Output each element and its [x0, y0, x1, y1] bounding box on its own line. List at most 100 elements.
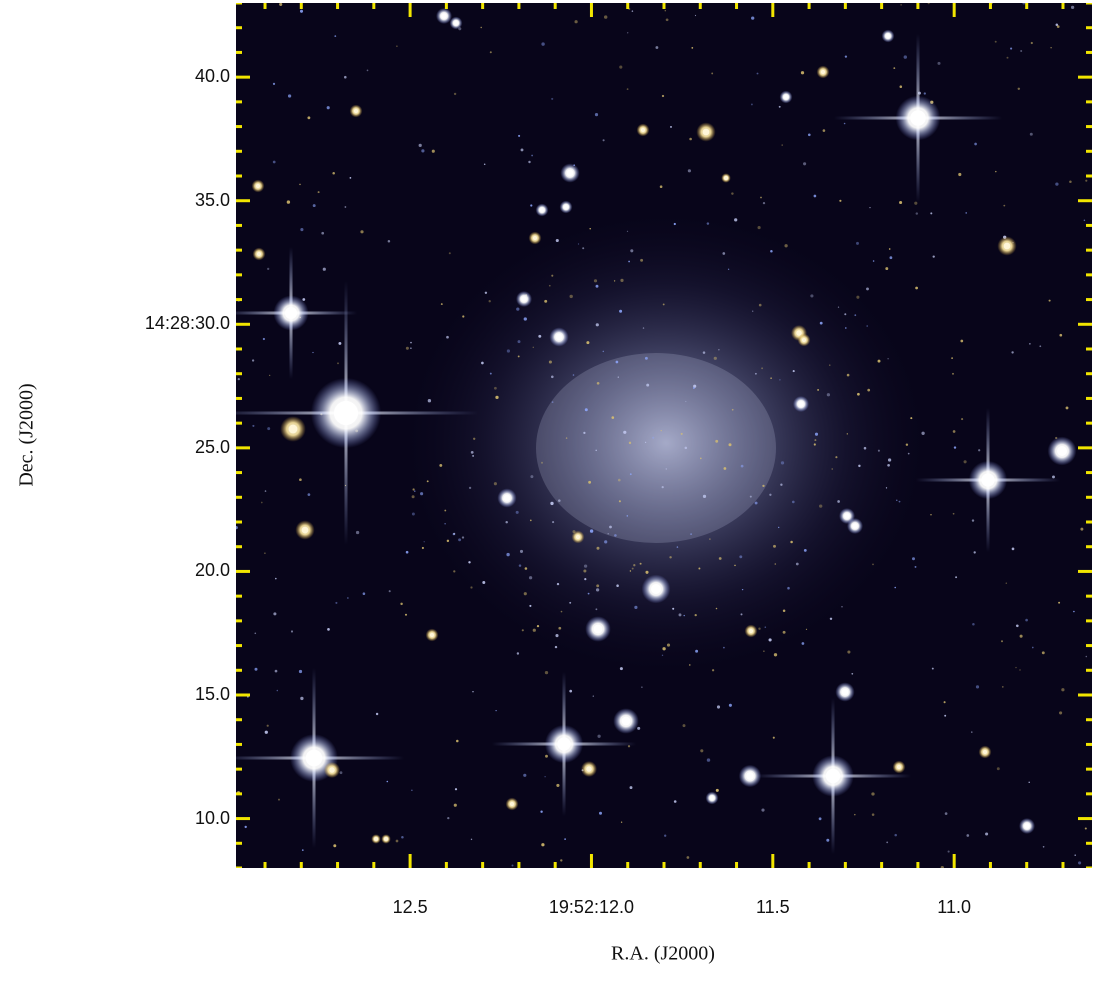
field-star: [267, 427, 270, 430]
field-star: [458, 538, 461, 541]
field-star: [640, 259, 643, 262]
field-star: [915, 566, 917, 568]
field-star: [1007, 57, 1009, 59]
field-star: [1085, 827, 1087, 829]
field-star: [396, 840, 399, 843]
field-star: [1020, 50, 1022, 52]
field-star: [597, 735, 600, 738]
field-star: [350, 177, 352, 179]
field-star: [428, 399, 431, 402]
field-star: [1042, 651, 1045, 654]
field-star: [551, 98, 553, 100]
field-star: [921, 432, 924, 435]
field-star: [773, 545, 776, 548]
field-star: [299, 184, 301, 186]
field-star: [873, 260, 875, 262]
star: [253, 248, 266, 261]
field-star: [531, 155, 533, 157]
field-star: [755, 502, 758, 505]
field-star: [439, 464, 442, 467]
field-star: [595, 113, 598, 116]
field-star: [302, 849, 304, 851]
field-star: [505, 521, 507, 523]
field-star: [960, 340, 963, 343]
field-star: [530, 520, 532, 522]
field-star: [759, 304, 762, 307]
field-star: [596, 285, 599, 288]
star: [426, 629, 439, 642]
star: [745, 625, 758, 638]
field-star: [887, 358, 888, 359]
field-star: [1025, 619, 1028, 622]
star: [696, 122, 715, 141]
field-star: [255, 668, 258, 671]
field-star: [693, 387, 695, 389]
field-star: [484, 163, 486, 165]
field-star: [894, 587, 896, 589]
field-star: [723, 647, 725, 649]
field-star: [872, 564, 874, 566]
field-star: [871, 792, 874, 795]
field-star: [664, 835, 666, 837]
field-star: [619, 66, 622, 69]
field-star: [627, 88, 629, 90]
field-star: [847, 374, 850, 377]
x-tick-label: 19:52:12.0: [531, 897, 651, 918]
field-star: [344, 76, 347, 79]
field-star: [815, 433, 818, 436]
field-star: [900, 4, 901, 5]
field-star: [858, 465, 860, 467]
star: [497, 488, 516, 507]
field-star: [900, 85, 903, 88]
field-star: [662, 655, 663, 656]
field-star: [769, 494, 771, 496]
field-star: [770, 377, 772, 379]
field-star: [1071, 6, 1074, 9]
field-star: [841, 606, 842, 607]
star: [506, 798, 519, 811]
field-star: [930, 212, 932, 214]
field-star: [691, 47, 693, 49]
field-star: [758, 226, 761, 229]
field-star: [652, 437, 654, 439]
field-star: [856, 296, 859, 299]
field-star: [569, 602, 571, 604]
field-star: [722, 252, 725, 255]
field-star: [872, 813, 875, 816]
field-star: [707, 222, 709, 224]
field-star: [641, 686, 643, 688]
field-star: [839, 200, 841, 202]
field-star: [847, 433, 848, 434]
field-star: [627, 32, 628, 33]
field-star: [804, 549, 807, 552]
field-star: [540, 811, 542, 813]
star: [572, 531, 585, 544]
field-star: [783, 609, 786, 612]
x-tick-label: 11.5: [713, 897, 833, 918]
field-star: [338, 342, 341, 345]
field-star: [906, 443, 908, 445]
field-star: [716, 608, 718, 610]
field-star: [835, 456, 837, 458]
field-star: [763, 651, 764, 652]
field-star: [728, 269, 729, 270]
field-star: [537, 625, 539, 627]
field-star: [518, 135, 520, 137]
field-star: [472, 455, 474, 457]
field-star: [674, 800, 677, 803]
field-star: [566, 437, 567, 438]
field-star: [827, 393, 830, 396]
field-star: [411, 790, 412, 791]
field-star: [521, 148, 524, 151]
field-star: [604, 15, 607, 18]
field-star: [595, 608, 597, 610]
field-star: [1012, 548, 1015, 551]
field-star: [629, 442, 631, 444]
field-star: [299, 670, 302, 673]
field-star: [645, 442, 646, 443]
field-star: [645, 357, 648, 360]
field-star: [885, 267, 888, 270]
field-star: [360, 230, 363, 233]
field-star: [363, 592, 366, 595]
field-star: [695, 650, 698, 653]
